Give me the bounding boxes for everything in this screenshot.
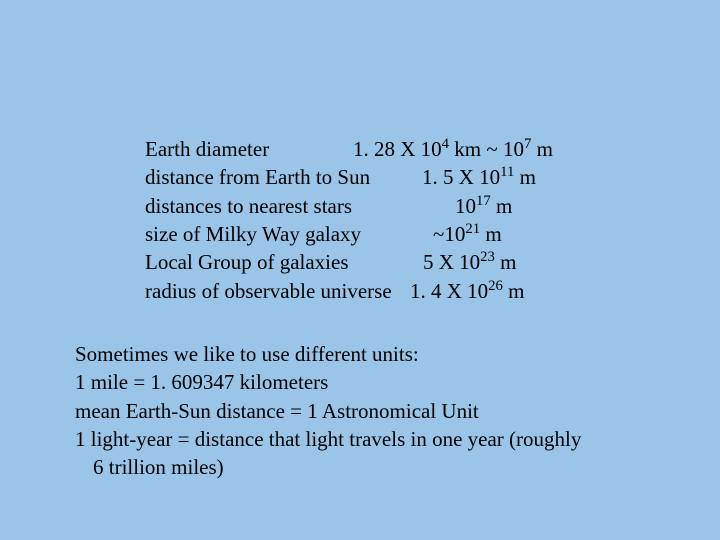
distance-value: 1. 5 X 1011 m bbox=[422, 163, 536, 191]
units-line: 1 light-year = distance that light trave… bbox=[75, 425, 581, 453]
distance-label: size of Milky Way galaxy bbox=[145, 220, 433, 248]
units-block: Sometimes we like to use different units… bbox=[75, 340, 581, 482]
distance-label: Earth diameter bbox=[145, 135, 353, 163]
distance-row: radius of observable universe1. 4 X 1026… bbox=[145, 277, 553, 305]
distance-row: Local Group of galaxies5 X 1023 m bbox=[145, 248, 553, 276]
units-line: mean Earth-Sun distance = 1 Astronomical… bbox=[75, 397, 581, 425]
distance-value: 1. 28 X 104 km ~ 107 m bbox=[353, 135, 553, 163]
slide-content: Earth diameter1. 28 X 104 km ~ 107 mdist… bbox=[0, 0, 720, 540]
distance-row: Earth diameter1. 28 X 104 km ~ 107 m bbox=[145, 135, 553, 163]
distance-value: 5 X 1023 m bbox=[423, 248, 516, 276]
distance-row: distances to nearest stars1017 m bbox=[145, 192, 553, 220]
distance-label: Local Group of galaxies bbox=[145, 248, 423, 276]
distance-label: radius of observable universe bbox=[145, 277, 410, 305]
units-line: 1 mile = 1. 609347 kilometers bbox=[75, 368, 581, 396]
units-line: Sometimes we like to use different units… bbox=[75, 340, 581, 368]
units-line: 6 trillion miles) bbox=[75, 453, 581, 481]
distance-value: 1. 4 X 1026 m bbox=[410, 277, 524, 305]
distance-row: size of Milky Way galaxy~1021 m bbox=[145, 220, 553, 248]
distance-label: distance from Earth to Sun bbox=[145, 163, 422, 191]
distance-row: distance from Earth to Sun1. 5 X 1011 m bbox=[145, 163, 553, 191]
distance-label: distances to nearest stars bbox=[145, 192, 455, 220]
distance-value: ~1021 m bbox=[433, 220, 502, 248]
distance-value: 1017 m bbox=[455, 192, 512, 220]
distance-table: Earth diameter1. 28 X 104 km ~ 107 mdist… bbox=[145, 135, 553, 305]
